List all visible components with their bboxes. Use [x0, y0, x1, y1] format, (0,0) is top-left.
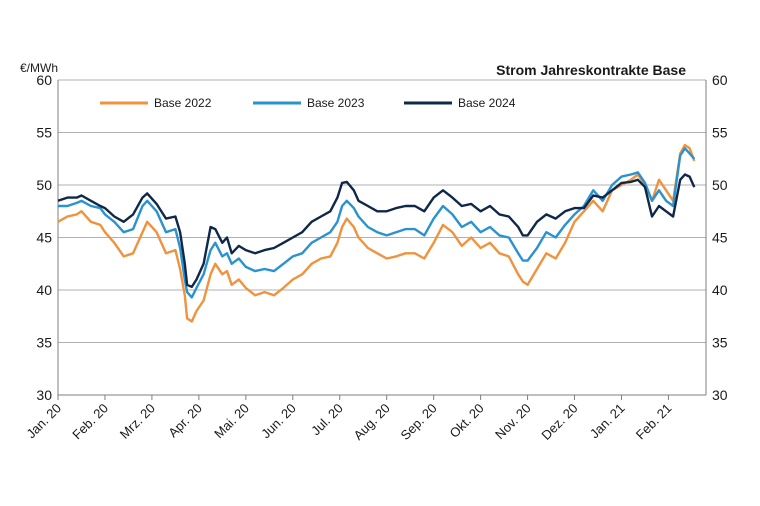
y-tick-label-left: 45: [36, 230, 52, 246]
y-tick-label-right: 30: [712, 387, 728, 403]
y-tick-label-left: 40: [36, 282, 52, 298]
x-tick-label: Nov. 20: [492, 401, 534, 443]
x-tick-label: Jun. 20: [258, 401, 299, 442]
series-lines: [57, 143, 696, 323]
y-tick-label-right: 50: [712, 177, 728, 193]
y-tick-label-left: 60: [36, 72, 52, 88]
grid-lines: [58, 79, 706, 343]
chart-title: Strom Jahreskontrakte Base: [496, 62, 686, 78]
x-tick-label: Apr. 20: [165, 401, 205, 441]
y-tick-label-right: 60: [712, 72, 728, 88]
y-axis-unit-label: €/MWh: [20, 61, 58, 75]
x-tick-labels: Jan. 20 Feb. 20 Mrz. 20 Apr. 20 Mai. 20 Jun. …: [23, 395, 675, 443]
y-tick-label-left: 50: [36, 177, 52, 193]
series-line-base-2022: [57, 143, 696, 323]
x-tick-label: Jan. 21: [587, 401, 628, 442]
y-tick-label-right: 40: [712, 282, 728, 298]
series-line-base-2024: [57, 173, 696, 289]
x-tick-label: Jan. 20: [23, 401, 64, 442]
x-tick-label: Feb. 21: [633, 401, 675, 443]
x-tick-label: Okt. 20: [446, 401, 486, 441]
y-tick-labels-left: 30 35 40 45 50 55 60: [36, 72, 52, 403]
x-tick-label: Sep. 20: [397, 401, 439, 443]
y-tick-label-right: 35: [712, 335, 728, 351]
x-tick-label: Aug. 20: [351, 401, 393, 443]
y-tick-label-right: 55: [712, 125, 728, 141]
x-tick-label: Mrz. 20: [117, 401, 158, 442]
legend-label-base-2024: Base 2024: [458, 96, 516, 110]
legend-item-base-2024: Base 2024: [404, 96, 516, 110]
x-tick-label: Jul. 20: [308, 401, 346, 439]
legend-item-base-2023: Base 2023: [253, 96, 365, 110]
x-tick-label: Dez. 20: [538, 401, 580, 443]
x-tick-label: Mai. 20: [211, 401, 252, 442]
y-tick-labels-right: 30 35 40 45 50 55 60: [712, 72, 728, 403]
y-tick-label-left: 55: [36, 125, 52, 141]
x-tick-label: Feb. 20: [69, 401, 111, 443]
legend: Base 2022 Base 2023 Base 2024: [100, 96, 516, 110]
legend-label-base-2023: Base 2023: [307, 96, 365, 110]
legend-item-base-2022: Base 2022: [100, 96, 212, 110]
legend-label-base-2022: Base 2022: [154, 96, 212, 110]
y-tick-label-right: 45: [712, 230, 728, 246]
axes: [57, 80, 707, 396]
y-tick-label-left: 30: [36, 387, 52, 403]
y-tick-label-left: 35: [36, 335, 52, 351]
series-line-base-2023: [58, 147, 696, 299]
